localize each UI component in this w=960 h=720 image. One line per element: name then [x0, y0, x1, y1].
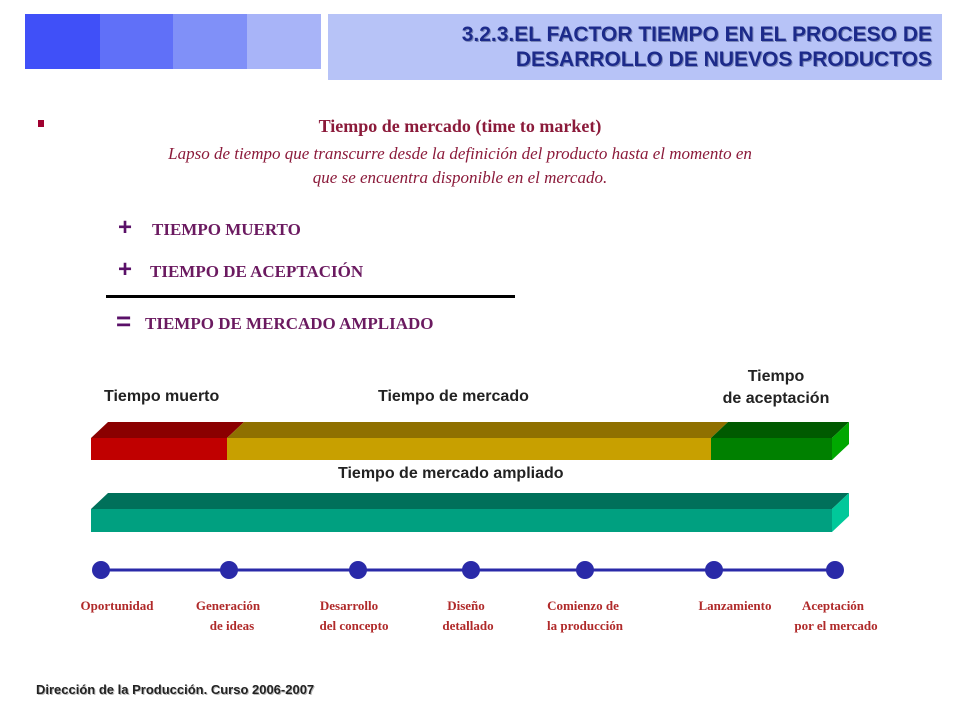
bar-dead-time-top	[91, 422, 244, 438]
stage-generacion: Generación de ideas	[170, 596, 290, 636]
timeline-dot-aceptacion	[826, 561, 844, 579]
timeline-dot-comienzo	[576, 561, 594, 579]
slide-title-line1: 3.2.3.EL FACTOR TIEMPO EN EL PROCESO DE	[461, 23, 932, 46]
bar-acceptance-time-front	[711, 438, 832, 460]
bar-market-time-top	[227, 422, 728, 438]
definition-body-line1: Lapso de tiempo que transcurre desde la …	[168, 144, 752, 163]
label-market-time: Tiempo de mercado	[378, 388, 529, 405]
equation-result: TIEMPO DE MERCADO AMPLIADO	[145, 314, 434, 333]
stage-diseno-line1: Diseño	[447, 598, 485, 613]
plus-sign-2: +	[118, 256, 133, 283]
stage-diseno-line2: detallado	[442, 618, 494, 633]
timeline-dot-desarrollo	[349, 561, 367, 579]
timeline-dot-oportunidad	[92, 561, 110, 579]
equation-item-acceptance-time: TIEMPO DE ACEPTACIÓN	[150, 262, 364, 281]
bar-market-time-front	[227, 438, 711, 460]
definition-body-line2: que se encuentra disponible en el mercad…	[312, 168, 608, 187]
timeline-dot-lanzamiento	[705, 561, 723, 579]
timeline-dot-diseno	[462, 561, 480, 579]
slide-title-line2: DESARROLLO DE NUEVOS PRODUCTOS	[515, 48, 932, 71]
stage-comienzo-line2: la producción	[547, 618, 623, 633]
title-box	[328, 14, 942, 80]
stage-desarrollo-line2: del concepto	[319, 618, 389, 633]
stage-lanzamiento: Lanzamiento	[660, 596, 780, 616]
sum-rule	[106, 295, 515, 298]
timeline-dot-generacion	[220, 561, 238, 579]
label-acceptance-line2: de aceptación	[722, 390, 830, 407]
bar-dead-time-front	[91, 438, 227, 460]
label-dead-time: Tiempo muerto	[104, 388, 220, 405]
bar-extended-top	[91, 493, 849, 509]
label-extended-time: Tiempo de mercado ampliado	[338, 465, 564, 482]
definition-body: Lapso de tiempo que transcurre desde la …	[80, 142, 840, 190]
footer-text: Dirección de la Producción. Curso 2006-2…	[36, 682, 315, 697]
definition-title: Tiempo de mercado (time to market)	[318, 116, 602, 136]
bar-acceptance-time-side	[832, 422, 849, 460]
header-block-3	[173, 14, 247, 69]
stage-diseno: Diseño detallado	[418, 596, 518, 636]
label-acceptance-time: Tiempo de aceptación	[700, 366, 852, 410]
stage-aceptacion: Aceptación por el mercado	[776, 596, 896, 636]
header-block-4	[247, 14, 321, 69]
stage-oportunidad-line1: Oportunidad	[80, 598, 154, 613]
bar-acceptance-time-top	[711, 422, 849, 438]
equals-sign: =	[116, 306, 132, 336]
bar-extended-side	[832, 493, 849, 532]
header-block-2	[100, 14, 173, 69]
equation-item-dead-time: TIEMPO MUERTO	[152, 220, 301, 239]
stage-generacion-line1: Generación	[195, 598, 261, 613]
stage-generacion-line2: de ideas	[209, 618, 255, 633]
bar-extended-front	[91, 509, 832, 532]
label-acceptance-line1: Tiempo	[747, 368, 805, 385]
stage-desarrollo: Desarrollo del concepto	[291, 596, 417, 636]
bullet-marker	[38, 120, 44, 127]
stage-aceptacion-line1: Aceptación	[801, 598, 865, 613]
header-block-1	[25, 14, 100, 69]
slide-title: 3.2.3.EL FACTOR TIEMPO EN EL PROCESO DE …	[328, 22, 932, 72]
stage-comienzo-line1: Comienzo de	[547, 598, 619, 613]
plus-sign-1: +	[118, 214, 133, 241]
stage-oportunidad: Oportunidad	[58, 596, 176, 616]
stage-aceptacion-line2: por el mercado	[794, 618, 878, 633]
stage-desarrollo-line1: Desarrollo	[319, 598, 379, 613]
stage-comienzo: Comienzo de la producción	[520, 596, 650, 636]
stage-lanzamiento-line1: Lanzamiento	[698, 598, 772, 613]
